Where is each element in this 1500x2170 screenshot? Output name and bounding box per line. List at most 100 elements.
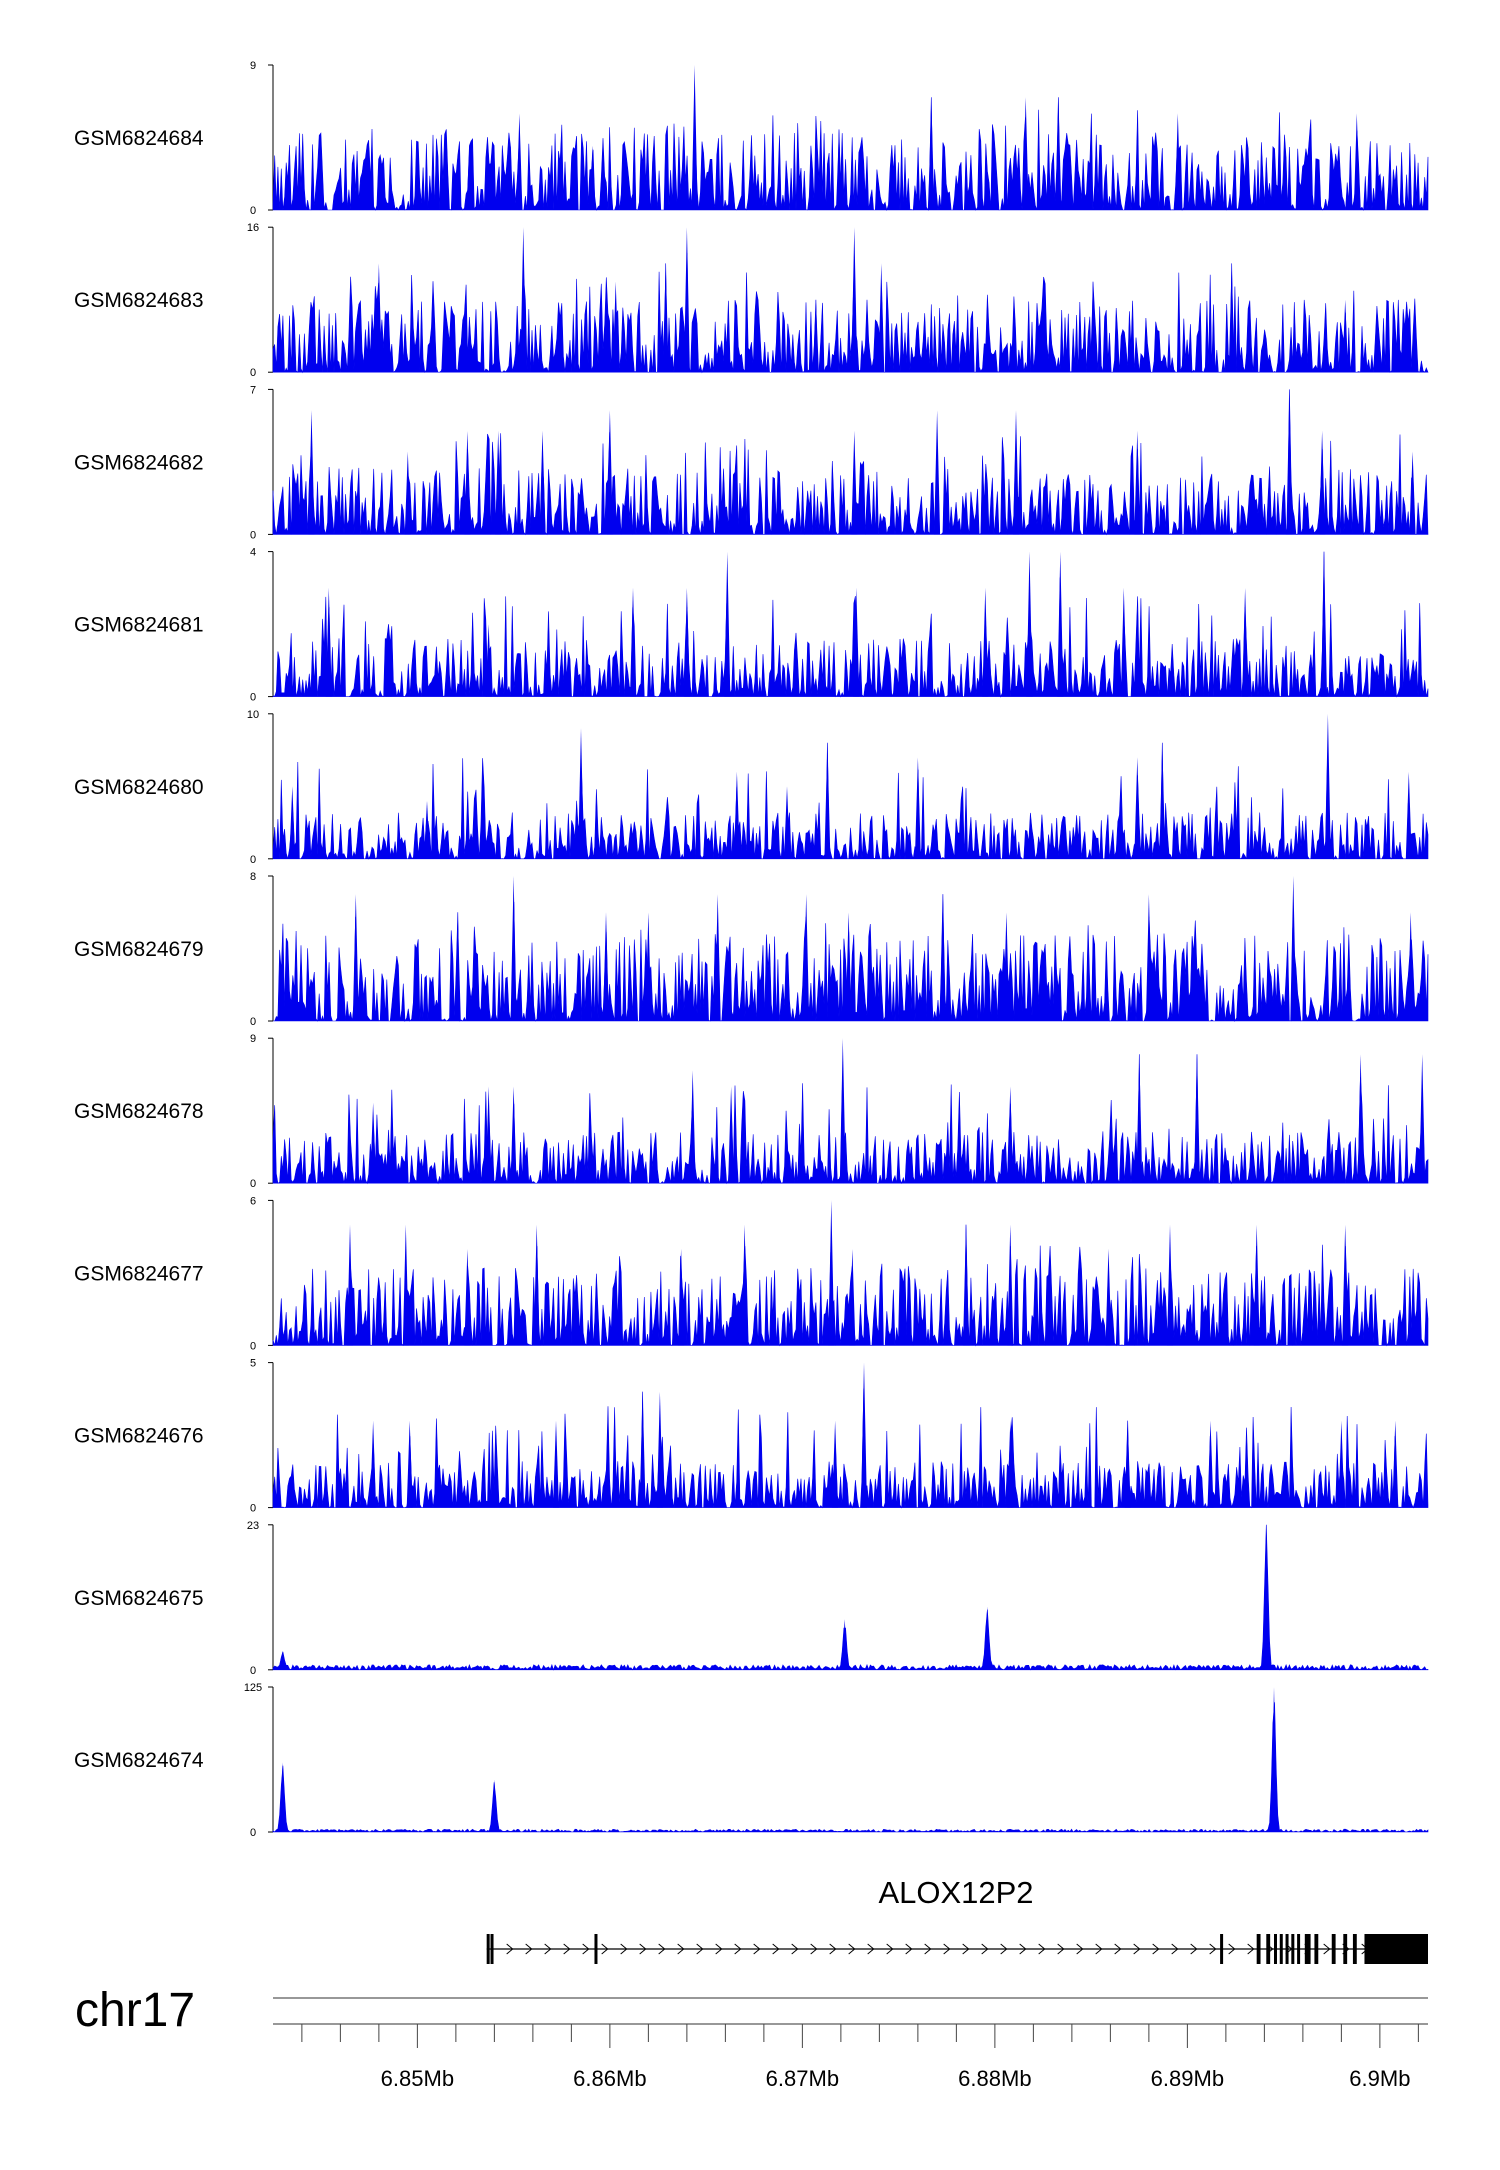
peak-mark <box>714 894 721 1021</box>
peak-mark <box>1013 410 1019 535</box>
peak-mark <box>1159 742 1166 859</box>
peak-mark <box>603 912 609 1021</box>
y-min-label: 0 <box>250 1665 256 1677</box>
strand-arrow <box>943 1943 951 1955</box>
y-max-label: 9 <box>250 1033 256 1045</box>
y-max-label: 23 <box>247 1520 259 1532</box>
peak-mark <box>485 624 492 697</box>
peak-mark <box>404 451 411 535</box>
peak-mark <box>1228 263 1235 373</box>
peak-mark <box>689 1070 696 1184</box>
peak-mark <box>1007 1086 1014 1184</box>
peak-mark <box>466 145 473 210</box>
peak-mark <box>683 587 690 697</box>
peak-mark <box>1242 587 1249 697</box>
axis-tick-label: 6.86Mb <box>573 2066 646 2091</box>
signal-area <box>272 1388 1429 1509</box>
peak-mark <box>520 227 527 373</box>
strand-arrow <box>1114 1943 1122 1955</box>
signal-area <box>273 894 1429 1023</box>
peak-mark <box>683 227 690 373</box>
peak-mark <box>370 1102 377 1184</box>
track-label: GSM6824675 <box>74 1587 204 1610</box>
peak-mark <box>851 227 858 373</box>
gene-exon <box>1297 1934 1301 1964</box>
gene-exon <box>1285 1934 1289 1964</box>
peak-mark <box>1055 97 1062 210</box>
strand-arrow <box>981 1943 989 1955</box>
track-label: GSM6824678 <box>74 1100 204 1123</box>
strand-arrow <box>1000 1943 1008 1955</box>
strand-arrow <box>886 1943 894 1955</box>
peak-mark <box>539 430 546 535</box>
peak-mark <box>1194 1054 1200 1184</box>
peak-mark <box>861 1362 867 1508</box>
gene-exon <box>1364 1934 1428 1964</box>
gene-exon <box>490 1934 494 1964</box>
y-max-label: 4 <box>250 547 256 559</box>
gene-model <box>486 1934 1428 1964</box>
peak-mark <box>308 410 315 535</box>
strand-arrow <box>1152 1943 1160 1955</box>
axis-tick-label: 6.87Mb <box>766 2066 839 2091</box>
y-min-label: 0 <box>250 854 256 866</box>
peak-mark <box>984 1606 991 1670</box>
y-min-label: 0 <box>250 367 256 379</box>
genome-axis: chr17 6.85Mb 6.86Mb 6.87Mb 6.88Mb 6.89Mb 6.9M… <box>75 1984 1428 2091</box>
track-label: GSM6824684 <box>74 127 204 150</box>
peak-mark <box>1319 430 1326 535</box>
y-min-label: 0 <box>250 205 256 217</box>
peak-mark <box>841 1619 848 1670</box>
gene-exon <box>1220 1934 1224 1964</box>
peak-mark <box>1022 97 1029 210</box>
axis-tick-label: 6.88Mb <box>958 2066 1031 2091</box>
strand-arrow <box>601 1943 609 1955</box>
peak-mark <box>325 587 332 697</box>
y-max-label: 9 <box>250 60 256 72</box>
strand-arrow <box>1057 1943 1065 1955</box>
peak-mark <box>485 1086 492 1184</box>
strand-arrow <box>525 1943 533 1955</box>
strand-arrow <box>1209 1943 1217 1955</box>
peak-mark <box>279 1762 286 1832</box>
strand-arrow <box>658 1943 666 1955</box>
y-max-label: 7 <box>250 384 256 396</box>
peak-mark <box>578 728 584 859</box>
track-GSM6824680: GSM6824680 10 0 <box>74 709 1429 866</box>
axis-tick-label: 6.9Mb <box>1349 2066 1410 2091</box>
peak-mark <box>1409 451 1416 535</box>
gene-exon <box>1304 1934 1311 1964</box>
signal-area <box>272 97 1429 212</box>
peak-mark <box>928 97 935 210</box>
peak-mark <box>1392 1420 1399 1508</box>
strand-arrow <box>1228 1943 1236 1955</box>
track-GSM6824684: GSM6824684 9 0 <box>74 60 1429 217</box>
axis-tick-label: 6.89Mb <box>1151 2066 1224 2091</box>
signal-tracks: GSM682468490GSM6824683160GSM682468270GSM… <box>74 60 1429 1839</box>
track-label: GSM6824676 <box>74 1425 204 1448</box>
gene-exon <box>1266 1934 1271 1964</box>
peak-mark <box>510 876 517 1021</box>
axis-ticks: 6.85Mb 6.86Mb 6.87Mb 6.88Mb 6.89Mb 6.9Mb <box>301 2024 1419 2091</box>
track-GSM6824676: GSM6824676 5 0 <box>74 1358 1429 1515</box>
peak-mark <box>1338 1420 1345 1508</box>
y-min-label: 0 <box>250 1340 256 1352</box>
peak-mark <box>516 113 523 210</box>
peak-mark <box>733 771 740 859</box>
peak-mark <box>443 129 450 210</box>
gene-exon <box>1274 1934 1277 1964</box>
signal-area <box>272 551 1429 698</box>
axis-tick-label: 6.85Mb <box>381 2066 454 2091</box>
peak-mark <box>662 263 669 373</box>
peak-mark <box>1253 1224 1260 1346</box>
strand-arrow <box>582 1943 590 1955</box>
peak-mark <box>832 1420 839 1508</box>
strand-arrow <box>677 1943 685 1955</box>
track-GSM6824682: GSM6824682 7 0 <box>74 384 1429 541</box>
peak-mark <box>1321 551 1327 697</box>
peak-mark <box>606 410 613 535</box>
strand-arrow <box>1076 1943 1084 1955</box>
strand-arrow <box>772 1943 780 1955</box>
peak-mark <box>839 1038 846 1184</box>
